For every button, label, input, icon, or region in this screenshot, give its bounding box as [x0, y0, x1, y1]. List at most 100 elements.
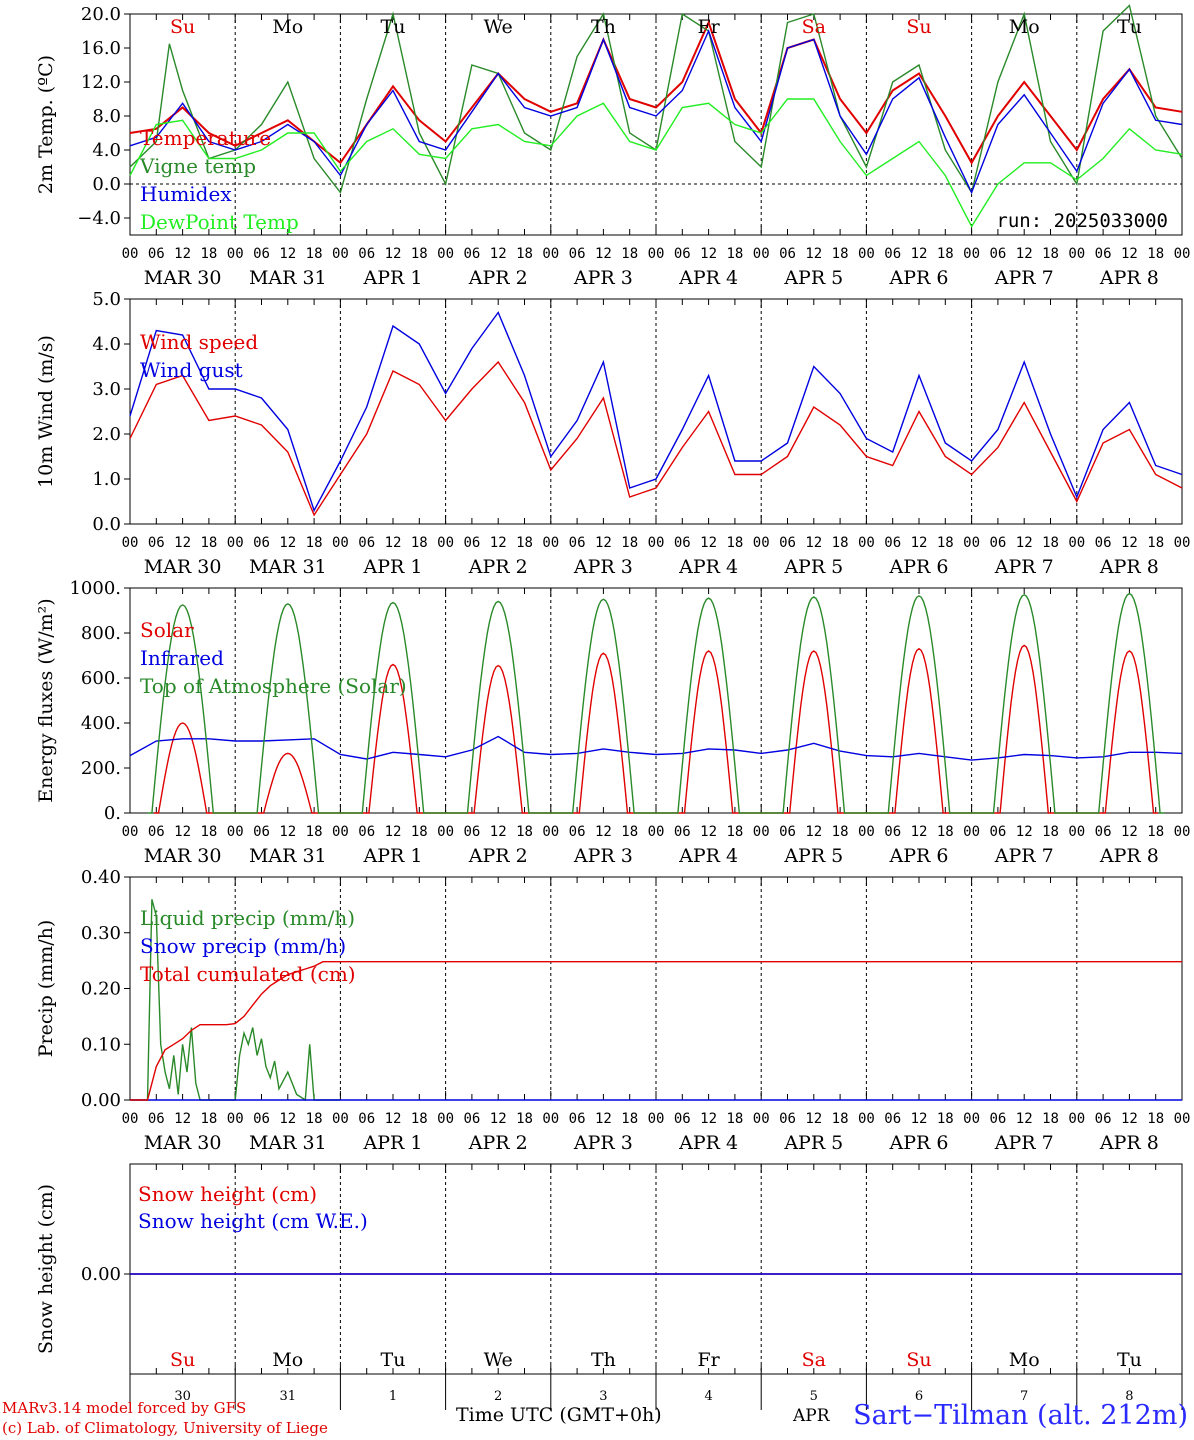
hour-tick-label: 00 — [1174, 246, 1191, 262]
hour-tick-label: 12 — [1016, 824, 1033, 840]
legend-entry: Wind gust — [140, 358, 243, 382]
hour-tick-label: 18 — [1147, 1111, 1164, 1127]
hour-tick-label: 18 — [832, 824, 849, 840]
hour-tick-label: 18 — [516, 824, 533, 840]
run-annotation: run: 2025033000 — [996, 210, 1168, 232]
panel-1: 20.0 16.0 12.0 8.0 4.0 0.0 −4.0 2m Temp. (ºC) 00… — [35, 4, 1190, 289]
hour-tick-label: 12 — [595, 535, 612, 551]
hour-tick-label: 06 — [358, 535, 375, 551]
bottom-day-label: Fr — [697, 1349, 720, 1371]
date-label: MAR 30 — [144, 556, 222, 578]
y-tick-label: 4.0 — [92, 334, 121, 355]
bottom-day-label: Tu — [381, 1349, 406, 1371]
hour-tick-label: 18 — [621, 246, 638, 262]
hour-tick-label: 06 — [463, 246, 480, 262]
hour-tick-label: 12 — [700, 246, 717, 262]
day-number-label: 7 — [1020, 1389, 1028, 1404]
date-label: APR 5 — [783, 845, 843, 867]
hour-tick-label: 12 — [700, 1111, 717, 1127]
day-number-label: 5 — [810, 1389, 818, 1404]
hour-tick-label: 06 — [989, 246, 1006, 262]
hour-tick-label: 00 — [437, 824, 454, 840]
hour-tick-label: 18 — [832, 535, 849, 551]
hour-tick-label: 06 — [463, 535, 480, 551]
y-axis-title: Precip (mm/h) — [35, 920, 57, 1058]
hour-tick-label: 12 — [911, 1111, 928, 1127]
hour-tick-label: 00 — [332, 535, 349, 551]
hour-tick-label: 18 — [937, 824, 954, 840]
hour-tick-label: 06 — [989, 824, 1006, 840]
date-label: APR 6 — [889, 1132, 949, 1154]
date-label: APR 2 — [468, 267, 528, 289]
hour-tick-label: 00 — [542, 1111, 559, 1127]
hour-tick-label: 00 — [753, 535, 770, 551]
hour-tick-label: 18 — [516, 246, 533, 262]
y-tick-label: 0. — [104, 803, 121, 824]
hour-tick-label: 06 — [779, 1111, 796, 1127]
hour-tick-label: 06 — [1095, 535, 1112, 551]
panel-3: 1000. 800. 600. 400. 200. 0. Energy fluxes (W/… — [35, 578, 1190, 867]
hour-tick-label: 12 — [279, 1111, 296, 1127]
y-tick-label: 0.10 — [81, 1034, 121, 1055]
date-label: MAR 30 — [144, 267, 222, 289]
station-label: Sart−Tilman (alt. 212m) — [853, 1400, 1188, 1431]
hour-tick-label: 06 — [358, 1111, 375, 1127]
bottom-day-label: Su — [906, 1349, 931, 1371]
series-line-humidex — [129, 29, 1183, 195]
day-number-label: 4 — [704, 1389, 712, 1404]
y-axis-title: 2m Temp. (ºC) — [35, 55, 57, 194]
hour-tick-label: 12 — [1121, 824, 1138, 840]
y-tick-label: 2.0 — [92, 424, 121, 445]
hour-tick-label: 18 — [200, 824, 217, 840]
hour-tick-label: 12 — [279, 246, 296, 262]
hour-tick-label: 12 — [911, 535, 928, 551]
y-tick-label: 600. — [81, 668, 121, 689]
day-of-week-label: Mo — [1009, 16, 1040, 38]
hour-tick-label: 18 — [200, 1111, 217, 1127]
y-axis-title: Snow height (cm) — [35, 1184, 57, 1354]
bottom-day-label: We — [484, 1349, 513, 1371]
hour-tick-label: 00 — [753, 824, 770, 840]
hour-tick-label: 18 — [726, 1111, 743, 1127]
day-number-label: 3 — [599, 1389, 607, 1404]
hour-tick-label: 06 — [148, 246, 165, 262]
x-axis-title: Time UTC (GMT+0h) — [456, 1404, 662, 1426]
date-label: APR 4 — [678, 845, 738, 867]
day-number-label: 6 — [915, 1389, 923, 1404]
y-axis-title: 10m Wind (m/s) — [35, 335, 57, 488]
hour-tick-label: 18 — [937, 246, 954, 262]
hour-tick-label: 12 — [174, 824, 191, 840]
day-of-week-label: Tu — [1117, 16, 1142, 38]
y-tick-label: 0.00 — [81, 1090, 121, 1111]
hour-tick-label: 18 — [1042, 1111, 1059, 1127]
day-number-label: 2 — [494, 1389, 502, 1404]
hour-tick-label: 12 — [279, 535, 296, 551]
day-of-week-label: Mo — [272, 16, 303, 38]
hour-tick-label: 18 — [1042, 824, 1059, 840]
hour-tick-label: 00 — [542, 246, 559, 262]
hour-tick-label: 12 — [1016, 535, 1033, 551]
hour-tick-label: 00 — [858, 1111, 875, 1127]
hour-tick-label: 12 — [1121, 1111, 1138, 1127]
hour-tick-label: 12 — [595, 1111, 612, 1127]
legend-entry: Snow height (cm) — [138, 1182, 317, 1206]
hour-tick-label: 18 — [726, 824, 743, 840]
hour-tick-label: 06 — [884, 535, 901, 551]
hour-tick-label: 00 — [332, 824, 349, 840]
hour-tick-label: 06 — [253, 1111, 270, 1127]
legend-entry: Vigne temp — [139, 154, 256, 178]
hour-tick-label: 00 — [332, 1111, 349, 1127]
date-label: APR 6 — [889, 845, 949, 867]
hour-tick-label: 00 — [1068, 824, 1085, 840]
y-tick-label: 5.0 — [92, 289, 121, 310]
hour-tick-label: 12 — [700, 824, 717, 840]
date-label: APR 7 — [994, 267, 1054, 289]
date-label: APR 3 — [573, 556, 633, 578]
hour-tick-label: 00 — [858, 824, 875, 840]
day-number-label: 30 — [174, 1389, 191, 1404]
hour-tick-label: 00 — [542, 824, 559, 840]
day-of-week-label: We — [484, 16, 513, 38]
hour-tick-label: 00 — [1174, 824, 1191, 840]
hour-tick-label: 12 — [490, 246, 507, 262]
y-tick-label: 400. — [81, 713, 121, 734]
